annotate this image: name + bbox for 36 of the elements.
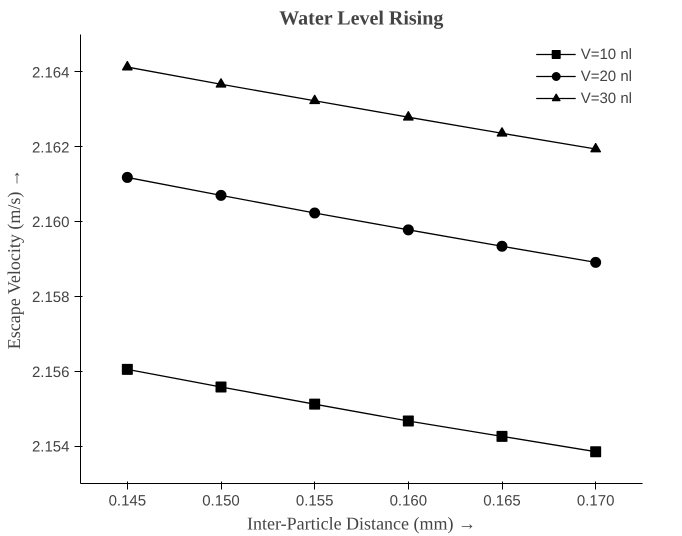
x-tick-label: 0.150 xyxy=(202,492,240,510)
x-tick-label: 0.145 xyxy=(108,492,146,510)
point xyxy=(216,381,226,392)
x-tick-label: 0.170 xyxy=(576,492,614,510)
x-tick-label: 0.160 xyxy=(390,492,428,510)
x-tick-label: 0.155 xyxy=(296,492,334,510)
point xyxy=(402,224,414,236)
legend-label: V=20 nl xyxy=(580,68,632,84)
y-tick-label: 2.156 xyxy=(32,364,70,381)
y-tick-label: 2.154 xyxy=(32,438,70,456)
point xyxy=(402,110,414,121)
point xyxy=(402,416,414,427)
y-tick-label: 2.158 xyxy=(32,288,70,306)
y-tick-label: 2.160 xyxy=(32,214,70,232)
y-tick-label: 2.162 xyxy=(32,139,70,156)
point xyxy=(216,78,226,88)
y-tick-label: 2.164 xyxy=(32,64,70,82)
x-tick-label: 0.165 xyxy=(483,492,521,510)
x-axis-title: Inter-Particle Distance (mm) → xyxy=(246,514,476,534)
point xyxy=(309,94,320,104)
point xyxy=(496,430,508,442)
chart-title: Water Level Rising xyxy=(279,8,444,30)
point xyxy=(590,256,602,268)
y-axis-title: Escape Velocity (m/s) → xyxy=(4,169,24,350)
point xyxy=(216,190,226,201)
legend-label: V=30 nl xyxy=(580,90,632,106)
point xyxy=(590,446,602,458)
point xyxy=(496,127,508,137)
point xyxy=(590,142,602,152)
point xyxy=(309,207,320,218)
point xyxy=(122,364,133,375)
point xyxy=(496,240,508,252)
point xyxy=(122,172,133,183)
point xyxy=(122,60,133,70)
point xyxy=(309,398,320,410)
legend-label: V=10 nl xyxy=(580,46,632,62)
